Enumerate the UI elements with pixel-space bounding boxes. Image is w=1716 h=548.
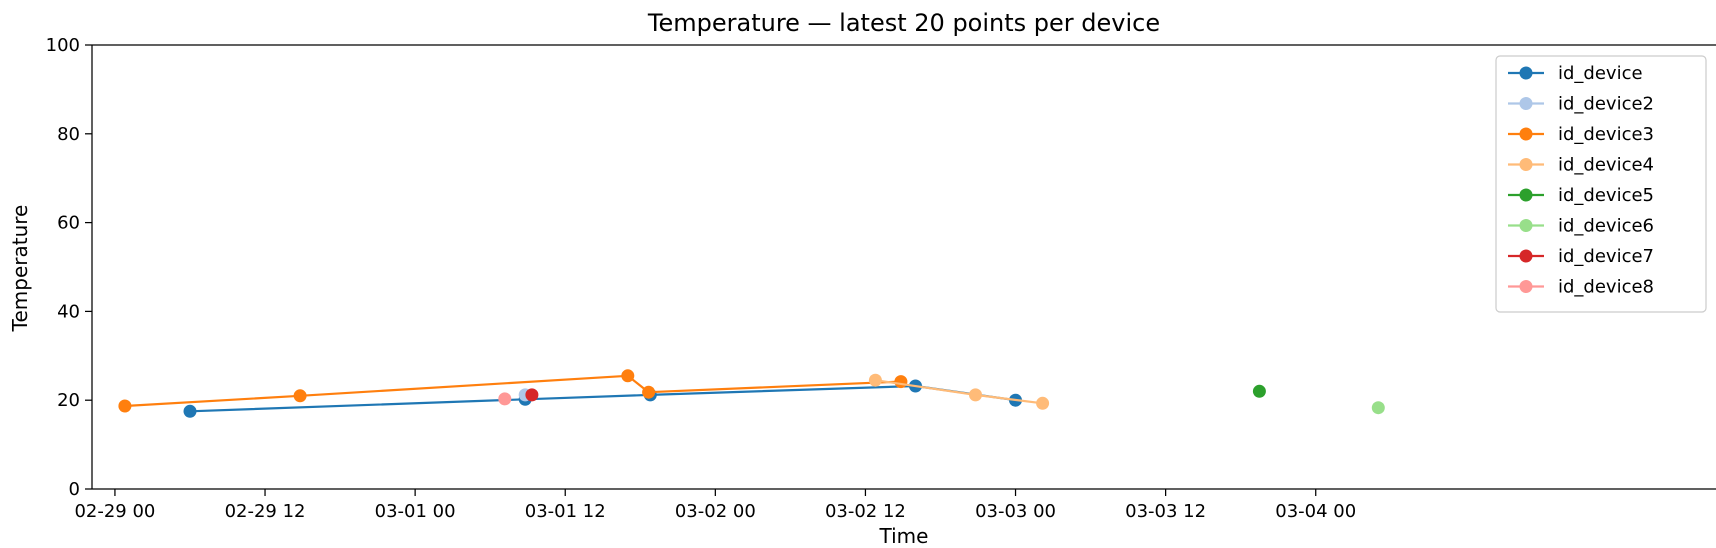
series-id_device6	[1371, 401, 1385, 415]
legend-marker-id_device6	[1519, 219, 1533, 232]
legend-label-id_device2: id_device2	[1558, 94, 1654, 115]
series-id_device8	[498, 392, 512, 406]
y-tick-label: 0	[69, 479, 80, 500]
legend-marker-id_device8	[1519, 280, 1533, 293]
data-point-id_device4	[1036, 396, 1050, 410]
legend-box	[1495, 55, 1707, 313]
x-tick-label: 03-01 12	[525, 501, 606, 522]
series-id_device5	[1252, 384, 1266, 398]
x-tick-label: 03-02 12	[825, 501, 906, 522]
legend-label-id_device: id_device	[1558, 63, 1643, 84]
x-tick-label: 03-04 00	[1275, 501, 1356, 522]
legend-marker-id_device5	[1519, 188, 1533, 202]
legend-label-id_device5: id_device5	[1558, 185, 1654, 206]
x-tick-label: 03-03 00	[975, 501, 1056, 522]
data-point-id_device4	[969, 388, 982, 402]
legend: id_device id_device2 id_device3 id_device4i…	[1495, 55, 1707, 313]
legend-label-id_device8: id_device8	[1558, 277, 1654, 298]
legend-label-id_device3: id_device3	[1558, 124, 1654, 145]
data-point-id_device3	[642, 385, 656, 399]
legend-label-id_device4: id_device4	[1558, 155, 1654, 176]
y-axis-label: Temperature	[8, 205, 32, 333]
legend-label-id_device6: id_device6	[1558, 216, 1654, 237]
x-tick-label: 03-02 00	[675, 501, 756, 522]
data-point-id_device6	[1371, 401, 1385, 415]
legend-marker-id_device2	[1519, 97, 1533, 110]
data-point-id_device7	[525, 388, 539, 402]
series-id_device7	[525, 388, 539, 402]
y-tick-label: 40	[57, 301, 80, 322]
legend-label-id_device7: id_device7	[1558, 246, 1654, 267]
legend-marker-id_device	[1519, 66, 1533, 80]
data-point-id_device3	[118, 399, 132, 413]
series-id_device4	[868, 373, 1050, 410]
legend-marker-id_device4	[1519, 158, 1533, 171]
series-id_device3	[118, 369, 908, 413]
data-point-id_device5	[1252, 384, 1266, 398]
x-tick-label: 03-01 00	[375, 501, 456, 522]
data-point-id_device3	[621, 369, 635, 383]
data-point-id_device4	[868, 373, 882, 387]
y-tick-label: 20	[57, 390, 80, 411]
chart-title: Temperature — latest 20 points per devic…	[647, 9, 1160, 37]
plot-area: 0 20 40 60 80 100 02-29 00 02-29 12 03-01 00 03-0…	[46, 35, 1716, 522]
y-tick-label: 60	[57, 213, 80, 234]
data-point-id_device	[183, 404, 197, 418]
data-point-id_device3	[894, 375, 908, 389]
legend-marker-id_device7	[1519, 249, 1533, 263]
x-tick-label: 03-03 12	[1125, 501, 1206, 522]
legend-marker-id_device3	[1519, 127, 1533, 141]
y-tick-label: 80	[57, 124, 80, 145]
y-tick-label: 100	[46, 35, 80, 56]
x-tick-label: 02-29 12	[225, 501, 306, 522]
data-point-id_device8	[498, 392, 512, 406]
x-tick-label: 02-29 00	[74, 501, 155, 522]
data-point-id_device3	[293, 389, 307, 403]
x-axis-label: Time	[879, 524, 929, 544]
